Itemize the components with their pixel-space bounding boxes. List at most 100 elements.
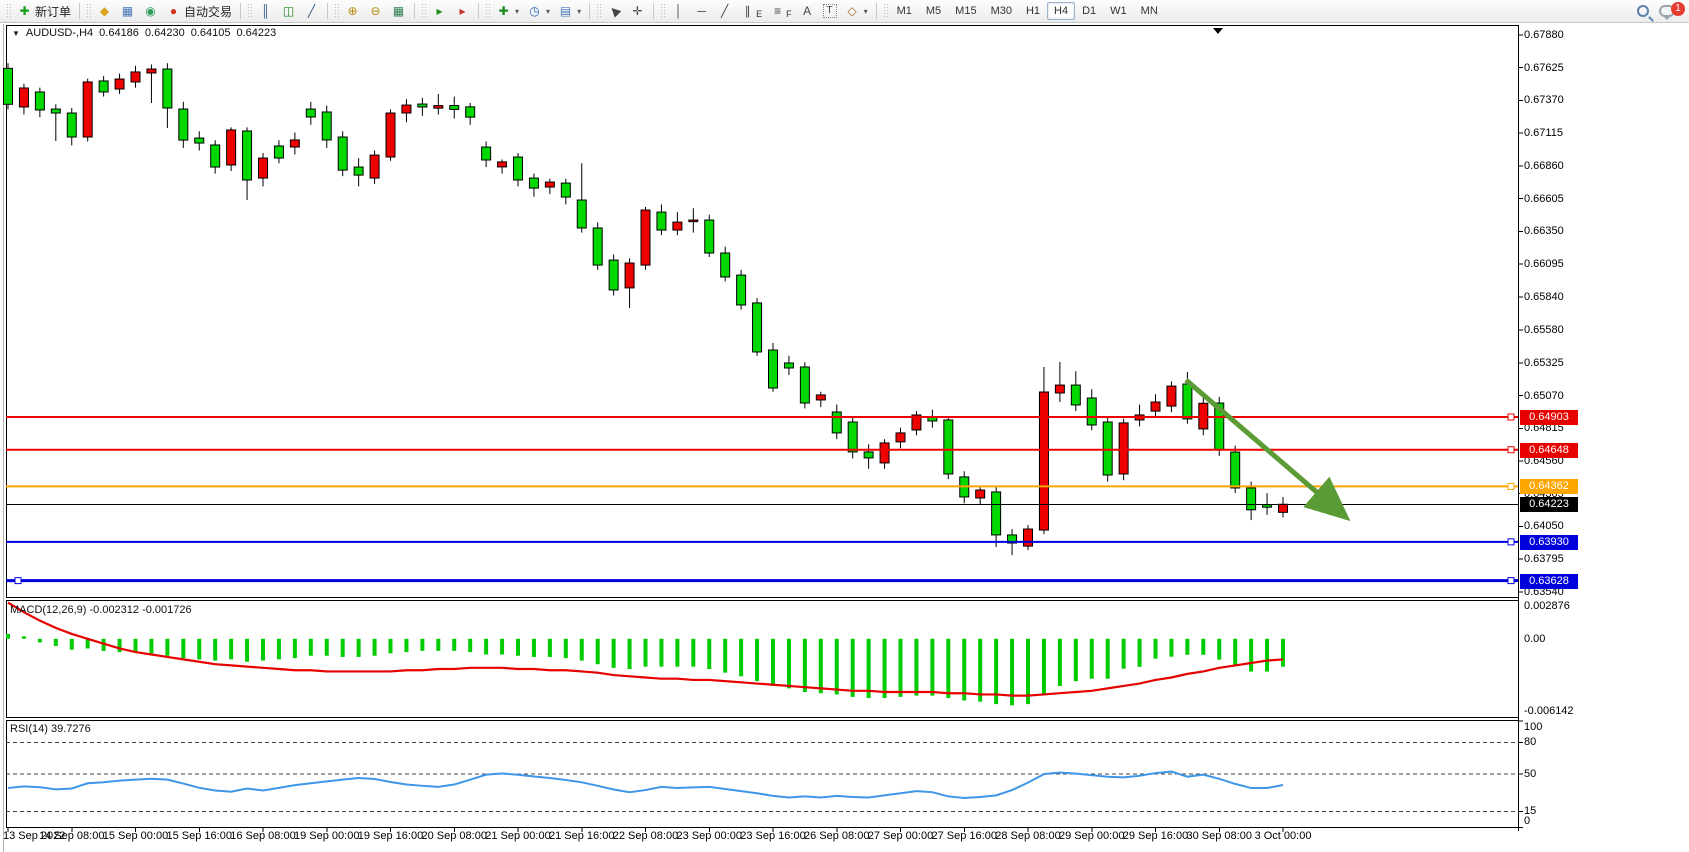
candle (656, 211, 667, 231)
time-axis-label: 20 Sep 08:00 (421, 830, 487, 842)
timeframe-m5[interactable]: M5 (925, 5, 942, 17)
price-axis-tick: 0.67880 (1524, 29, 1564, 41)
time-axis-label: 16 Sep 08:00 (230, 830, 296, 842)
search-icon[interactable] (1637, 5, 1649, 17)
price-axis-tick: 0.66350 (1524, 225, 1564, 238)
candle (18, 87, 29, 108)
channel-button[interactable]: ∥ E (736, 2, 766, 21)
chart-canvas[interactable] (0, 24, 1689, 852)
price-axis-tick: 0.64815 (1524, 422, 1564, 435)
toolbar-grip (421, 3, 427, 19)
bar-chart-button[interactable]: ║ (254, 2, 277, 21)
chart-window[interactable]: ▼ AUDUSD-,H4 0.64186 0.64230 0.64105 0.6… (0, 24, 1689, 852)
zoom-out-button[interactable]: ⊖ (364, 2, 387, 21)
time-axis-label: 27 Sep 16:00 (931, 830, 997, 842)
template-button[interactable]: ▤ ▾ (554, 2, 585, 21)
timeframe-d1[interactable]: D1 (1082, 5, 1097, 17)
macd-signal-line (7, 601, 1284, 697)
candle (1262, 504, 1273, 508)
price-axis-tick: 0.64560 (1524, 455, 1564, 468)
price-axis-tick: 0.66095 (1524, 258, 1564, 271)
ohlc-open: 0.64186 (99, 27, 139, 39)
rsi-axis-0: 0 (1524, 815, 1531, 827)
support-line-2-handle[interactable] (1507, 577, 1515, 585)
crosshair-icon: ✛ (632, 3, 643, 18)
chart-window-icon: ▦ (121, 3, 134, 18)
trendline-button[interactable]: ╱ (713, 2, 736, 21)
vertical-line-button[interactable]: │ (667, 2, 690, 21)
toolbar-grip (660, 3, 666, 19)
timeframe-m15[interactable]: M15 (955, 5, 977, 17)
symbol-title: AUDUSD-,H4 (25, 27, 94, 39)
bar-chart-icon: ║ (261, 3, 270, 18)
autotrade-button-label: 自动交易 (184, 4, 233, 19)
candle (226, 129, 237, 166)
chart-window-button[interactable]: ▦ (116, 2, 139, 21)
support-line-2-left-handle[interactable] (14, 577, 22, 585)
candle (385, 112, 396, 158)
price-badge-0.63628: 0.63628 (1520, 573, 1578, 589)
zoom-out-icon: ⊖ (370, 3, 381, 18)
candle (799, 366, 810, 404)
price-axis-tick: 0.65580 (1524, 324, 1564, 337)
collapse-indicator-icon[interactable]: ▼ (12, 28, 20, 38)
ohlc-close: 0.64223 (236, 27, 277, 39)
signals-button[interactable]: ◉ (139, 2, 162, 21)
horizontal-line-button[interactable]: ─ (690, 2, 713, 21)
candle (146, 68, 157, 74)
price-axis-tick: 0.65325 (1524, 356, 1564, 369)
timeframe-h4[interactable]: H4 (1047, 2, 1076, 20)
pivot-line-orange-handle[interactable] (1507, 482, 1515, 490)
candle (672, 221, 683, 231)
candle (528, 177, 539, 189)
market-watch-button[interactable]: ◆ (93, 2, 116, 21)
autotrade-button[interactable]: ● 自动交易 (162, 1, 236, 22)
chart-shift-button[interactable]: ▸ (451, 2, 474, 21)
time-axis-label: 14 Sep 08:00 (39, 830, 105, 842)
time-axis-label: 27 Sep 00:00 (867, 830, 934, 842)
timeframe-w1[interactable]: W1 (1110, 5, 1127, 17)
candle (401, 104, 412, 114)
candle (1166, 385, 1177, 407)
resistance-line-1-handle[interactable] (1507, 413, 1515, 421)
candle (305, 108, 316, 118)
chart-shift-marker[interactable] (1213, 28, 1223, 34)
new-order-button[interactable]: ✚ 新订单 (13, 1, 75, 22)
candle (863, 451, 874, 459)
timeframe-m30[interactable]: M30 (990, 5, 1012, 17)
label-button[interactable]: T (819, 2, 841, 20)
clock-icon: ◷ (529, 3, 540, 18)
candle (1070, 384, 1081, 406)
price-axis-tick: 0.65070 (1524, 389, 1564, 402)
shapes-button[interactable]: ◇ ▾ (841, 2, 872, 21)
candle (1086, 397, 1097, 426)
period-button[interactable]: ◷ ▾ (523, 2, 554, 21)
tile-windows-button[interactable]: ▦ (387, 2, 410, 21)
price-badge-0.64903: 0.64903 (1520, 410, 1578, 425)
cursor-button[interactable]: ▶ (603, 2, 626, 21)
toolbar-grip (485, 3, 491, 19)
candle (417, 103, 428, 108)
time-axis-label: 21 Sep 16:00 (549, 830, 615, 842)
candle (879, 442, 890, 464)
text-label-icon: T (822, 4, 837, 18)
timeframe-m1[interactable]: M1 (896, 5, 912, 17)
indicators-button[interactable]: ✚ ▾ (492, 2, 523, 21)
crosshair-button[interactable]: ✛ (626, 2, 649, 21)
zoom-in-button[interactable]: ⊕ (341, 2, 364, 21)
candlestick-chart-button[interactable]: ◫ (277, 2, 300, 21)
fibonacci-button[interactable]: ≡ F (766, 2, 796, 21)
text-button[interactable]: A (796, 2, 819, 21)
trend-arrow[interactable] (1184, 378, 1351, 522)
notification-badge[interactable]: 1 (1671, 2, 1685, 16)
auto-scroll-button[interactable]: ▸ (428, 2, 451, 21)
line-chart-button[interactable]: ╱ (300, 2, 323, 21)
support-line-1-handle[interactable] (1507, 538, 1515, 546)
timeframe-h1[interactable]: H1 (1025, 5, 1041, 17)
candle (98, 80, 109, 93)
timeframe-mn[interactable]: MN (1140, 5, 1158, 17)
vertical-line-icon: │ (674, 3, 683, 18)
toolbar-grip (596, 3, 602, 19)
resistance-line-2-handle[interactable] (1507, 446, 1515, 454)
